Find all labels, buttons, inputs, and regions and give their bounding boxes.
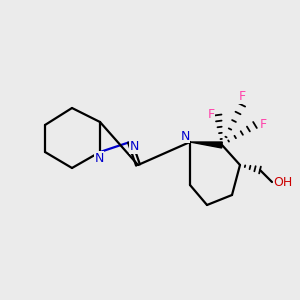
Polygon shape: [190, 142, 222, 148]
Text: N: N: [180, 130, 190, 142]
Text: F: F: [238, 91, 246, 103]
Text: N: N: [129, 140, 139, 154]
Text: N: N: [94, 152, 104, 164]
Text: F: F: [207, 107, 214, 121]
Text: OH: OH: [273, 176, 292, 188]
Text: F: F: [260, 118, 267, 131]
